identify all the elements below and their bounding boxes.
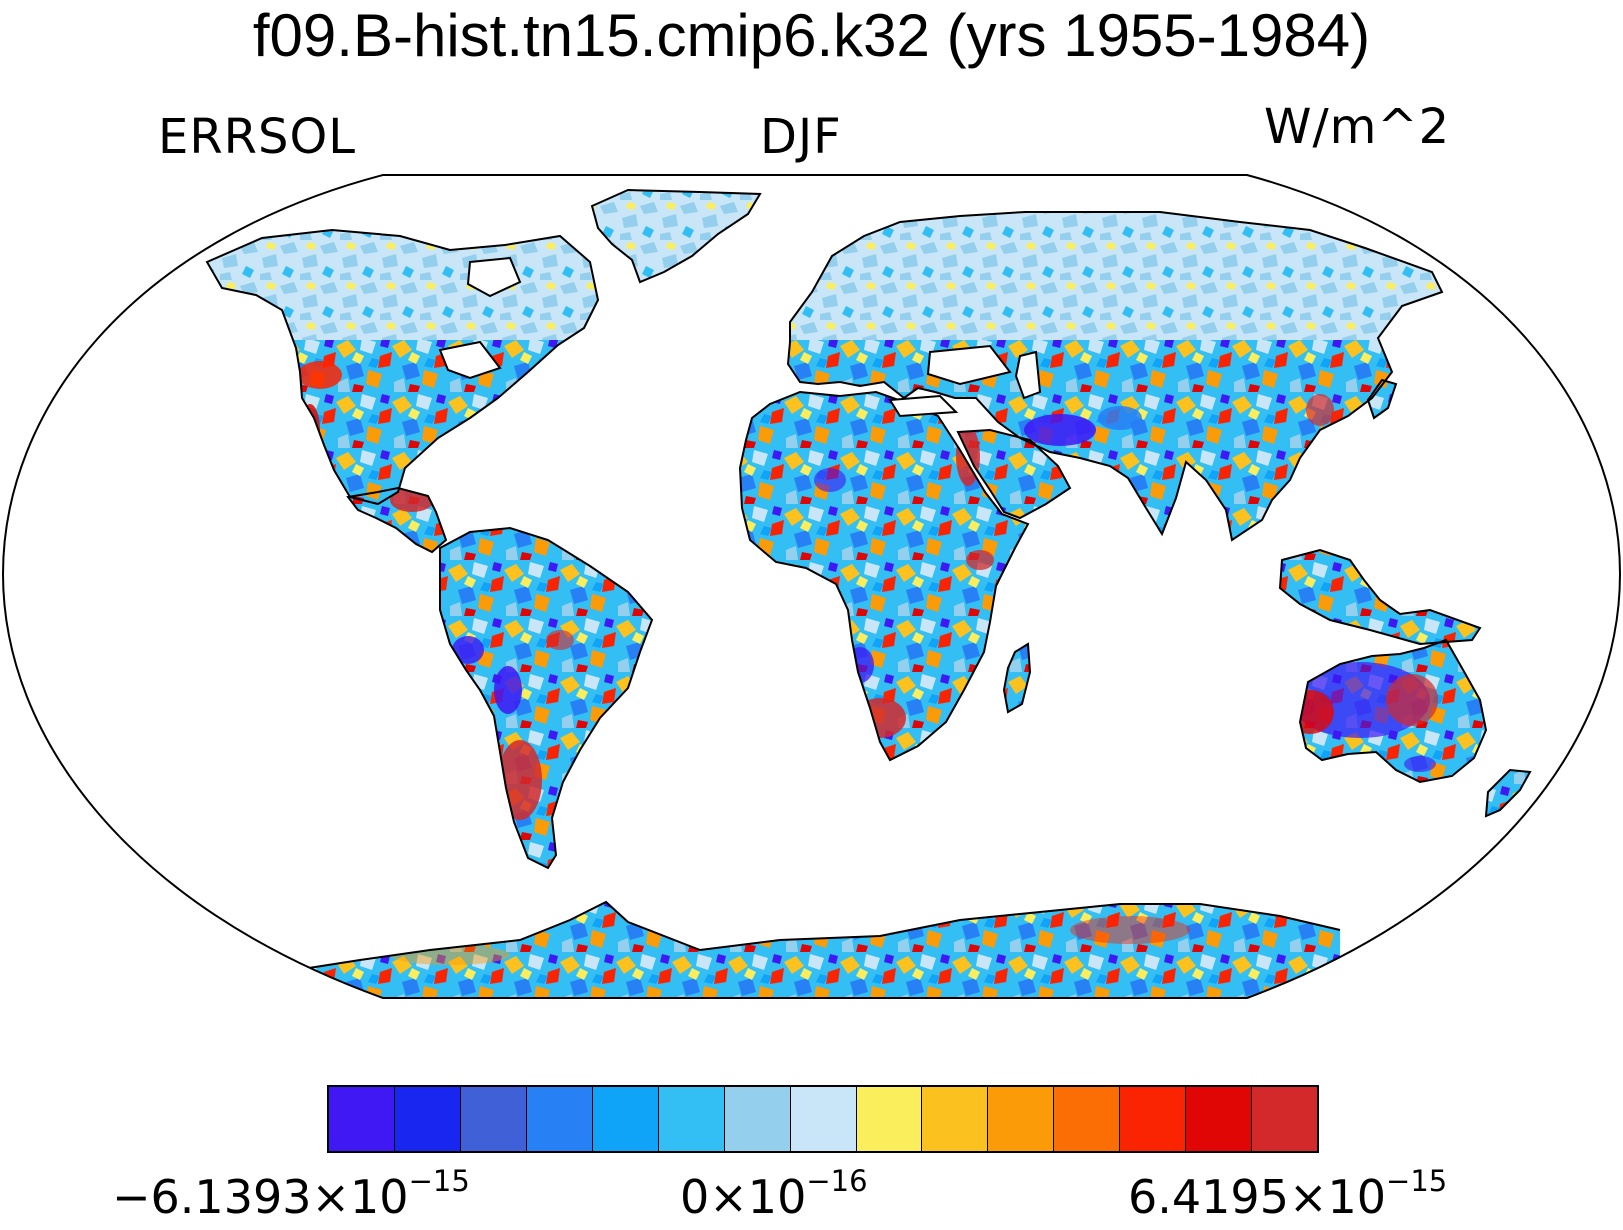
figure-title: f09.B-hist.tn15.cmip6.k32 (yrs 1955-1984… — [252, 2, 1371, 69]
colorbar-box-12 — [1120, 1087, 1187, 1151]
season-label: DJF — [760, 109, 842, 165]
colorbar-max-mantissa: 6.4195×10 — [1128, 1170, 1387, 1224]
colorbar-box-7 — [790, 1087, 857, 1151]
colorbar-box-0 — [329, 1087, 395, 1151]
colorbar-max-label: 6.4195×10−15 — [1128, 1164, 1447, 1230]
colorbar — [327, 1085, 1319, 1153]
colorbar-box-3 — [526, 1087, 593, 1151]
colorbar-box-9 — [922, 1087, 989, 1151]
colorbar-box-8 — [856, 1087, 923, 1151]
colorbar-box-5 — [658, 1087, 725, 1151]
colorbar-box-14 — [1252, 1087, 1318, 1151]
world-map — [1, 174, 1622, 999]
colorbar-box-13 — [1186, 1087, 1253, 1151]
colorbar-max-exponent: −15 — [1386, 1164, 1448, 1198]
colorbar-box-4 — [592, 1087, 659, 1151]
colorbar-mid-exponent: −16 — [806, 1164, 868, 1198]
colorbar-box-6 — [724, 1087, 791, 1151]
units-label: W/m^2 — [1264, 99, 1451, 155]
colorbar-box-10 — [988, 1087, 1055, 1151]
colorbar-min-mantissa: −6.1393×10 — [112, 1170, 409, 1224]
colorbar-box-11 — [1054, 1087, 1121, 1151]
colorbar-mid-label: 0×10−16 — [680, 1164, 868, 1230]
colorbar-box-2 — [460, 1087, 527, 1151]
colorbar-box-1 — [394, 1087, 461, 1151]
colorbar-min-label: −6.1393×10−15 — [112, 1164, 470, 1230]
variable-label: ERRSOL — [158, 109, 357, 165]
colorbar-mid-mantissa: 0×10 — [680, 1170, 807, 1224]
colorbar-min-exponent: −15 — [408, 1164, 470, 1198]
